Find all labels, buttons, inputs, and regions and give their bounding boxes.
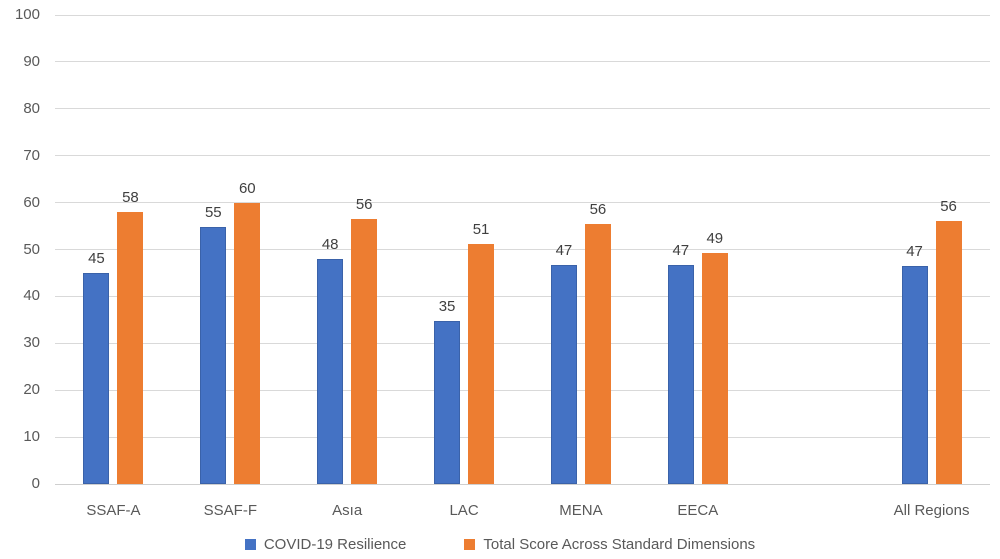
y-tick-label: 70 [23,146,40,164]
x-category-label: Asıa [332,502,363,519]
bar-value-label: 47 [672,242,690,260]
gridline [55,108,990,110]
y-tick-label: 0 [31,475,40,492]
x-category-label: SSAF-F [203,502,257,519]
bar-value-label: 55 [204,204,222,222]
bar-value-label: 47 [555,242,573,260]
legend: COVID-19 Resilience Total Score Across S… [0,536,1000,553]
bar-value-label: 56 [940,198,957,216]
bar-value-label: 47 [906,242,923,260]
legend-label: Total Score Across Standard Dimensions [483,536,756,553]
y-tick-label: 80 [23,99,40,117]
x-category-label: MENA [559,502,603,519]
gridline [55,483,990,485]
bar [667,265,694,484]
gridline [55,295,990,297]
bar-value-label: 58 [122,188,139,206]
y-tick-label: 90 [23,52,40,70]
bar [901,265,928,484]
bar [200,227,227,484]
y-tick-label: 60 [23,193,40,211]
gridline [55,249,990,250]
y-tick-label: 50 [23,240,40,258]
bar [351,219,378,484]
legend-swatch-blue [244,539,256,550]
gridline [55,155,990,157]
legend-item-covid-19-resilience: COVID-19 Resilience [244,536,407,553]
bar [83,272,110,484]
gridline [55,202,990,204]
bar-value-label: 56 [355,196,373,214]
x-category-label: All Regions [893,502,970,519]
y-tick-label: 20 [23,381,40,399]
y-tick-label: 100 [14,6,40,23]
legend-label: COVID-19 Resilience [263,536,407,553]
x-category-label: SSAF-A [86,502,141,519]
gridline [55,61,990,63]
bar [117,211,144,484]
gridline [55,436,990,438]
bar [701,252,728,484]
bar [550,265,577,484]
legend-swatch-orange [464,539,476,550]
bar [468,243,495,484]
bar-value-label: 49 [706,229,724,247]
bar-value-label: 45 [88,249,105,267]
bar [935,221,962,484]
x-category-label: LAC [449,502,479,519]
bar [234,202,261,484]
bar [584,224,611,484]
y-tick-label: 40 [23,287,40,305]
gridline [55,342,990,344]
bar-value-label: 60 [238,179,256,197]
y-tick-label: 30 [23,334,40,352]
bar-value-label: 35 [438,297,456,315]
gridline [55,14,990,16]
gridline [55,389,990,391]
y-tick-label: 10 [23,428,40,446]
bar-value-label: 56 [589,201,607,219]
legend-item-total-score: Total Score Across Standard Dimensions [464,536,755,553]
bar [434,320,461,484]
bar [317,258,344,484]
bar-value-label: 51 [472,220,490,238]
bar-value-label: 48 [321,235,339,253]
x-category-label: EECA [677,502,719,519]
